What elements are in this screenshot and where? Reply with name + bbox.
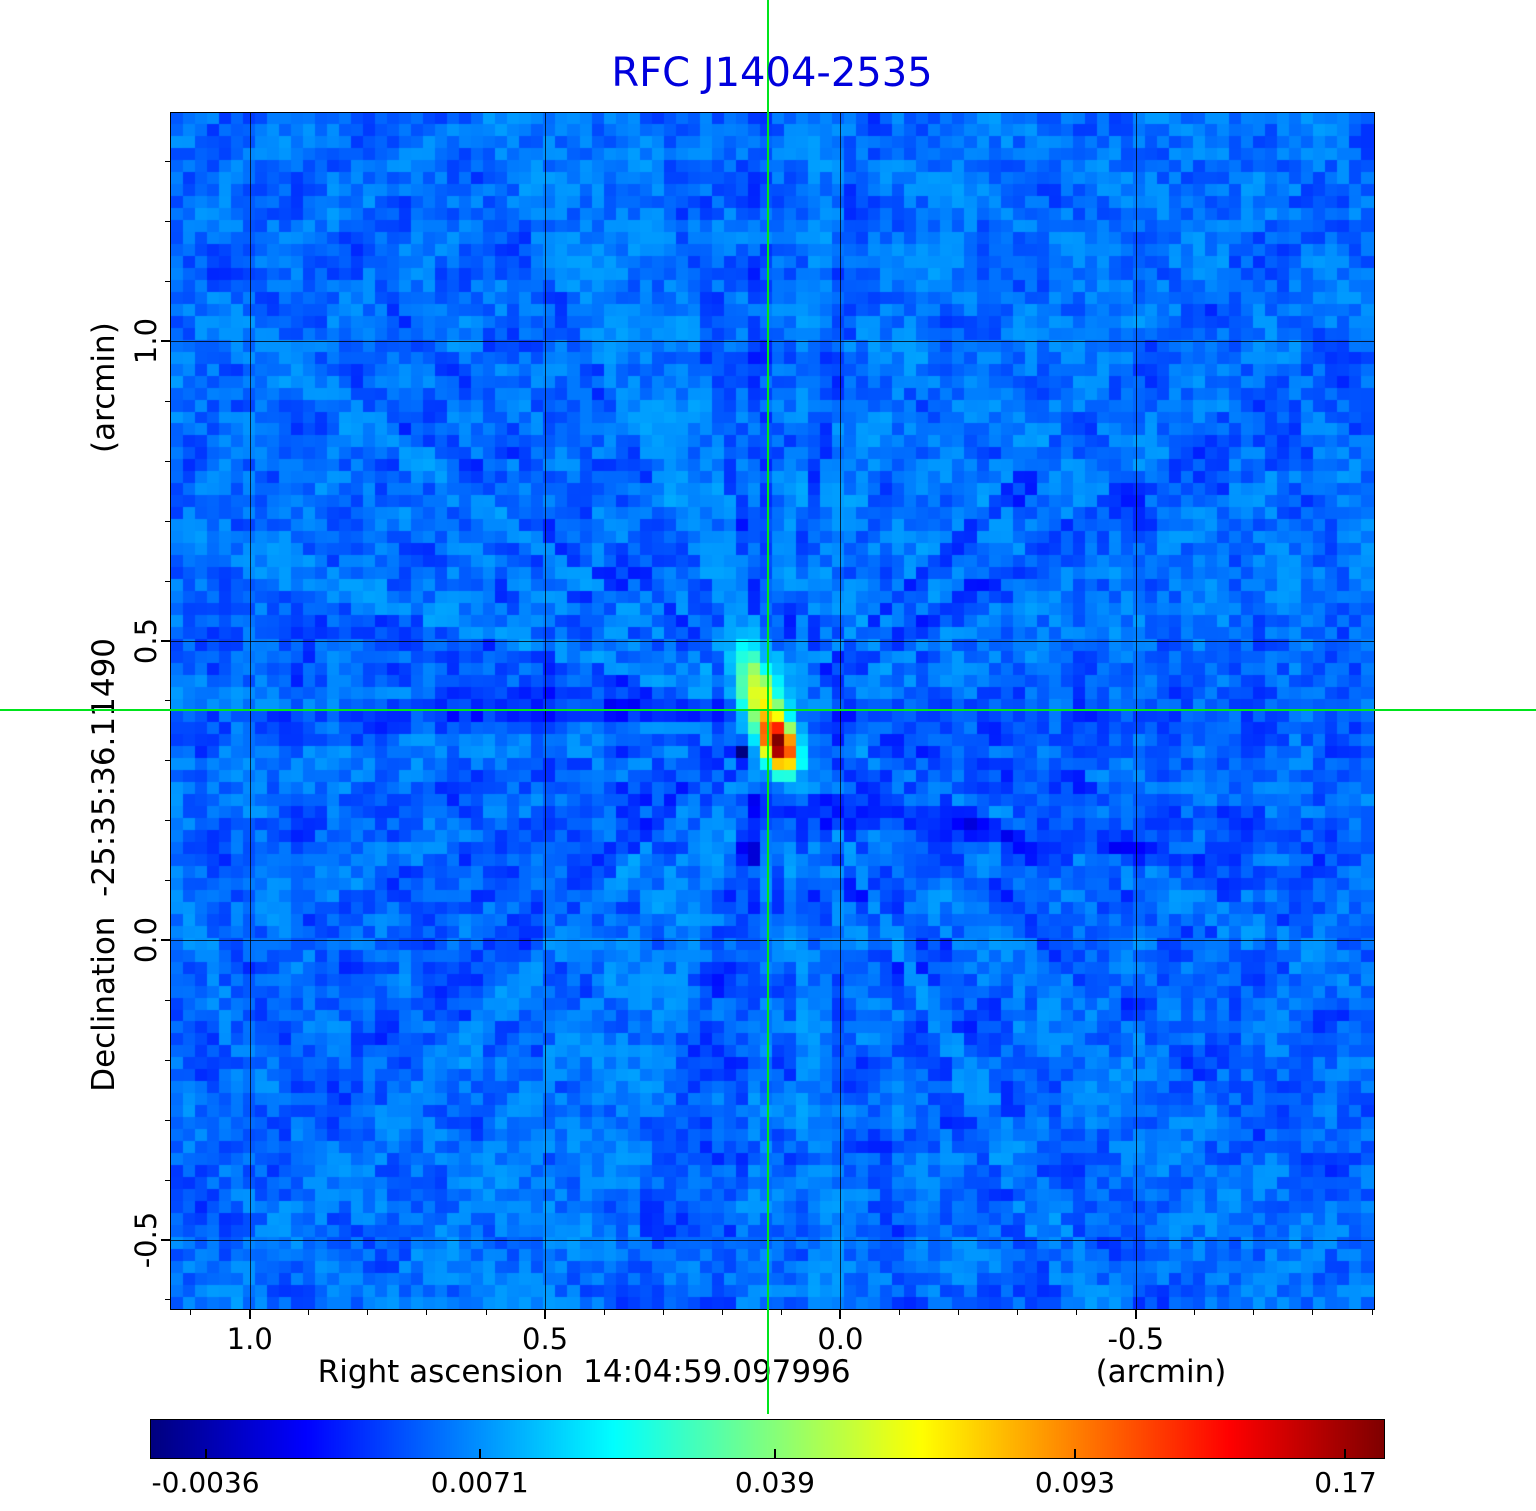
tick-mark	[190, 1310, 192, 1315]
tick-mark	[367, 1310, 369, 1315]
y-tick-label: 0.0	[129, 917, 163, 964]
tick-mark	[161, 1238, 170, 1241]
tick-mark	[1017, 1310, 1019, 1315]
grid-line-horizontal	[171, 640, 1374, 642]
tick-mark	[165, 400, 170, 402]
tick-mark	[308, 1310, 310, 1315]
tick-mark	[161, 639, 170, 642]
tick-mark	[248, 1310, 251, 1319]
colorbar-tick-mark	[479, 1449, 482, 1458]
y-tick-label: 0.5	[129, 617, 163, 664]
x-axis-label: Right ascension 14:04:59.097996 (arcmin)	[318, 1354, 1227, 1390]
tick-mark	[426, 1310, 428, 1315]
tick-mark	[898, 1310, 900, 1315]
tick-mark	[1253, 1310, 1255, 1315]
tick-mark	[165, 700, 170, 702]
tick-mark	[165, 1059, 170, 1061]
y-axis-unit-label: (arcmin)	[86, 322, 122, 453]
y-tick-label: -0.5	[129, 1211, 163, 1269]
x-tick-label: -0.5	[1107, 1322, 1165, 1356]
tick-mark	[165, 460, 170, 462]
crosshair-vertical-line	[767, 0, 770, 1414]
tick-mark	[165, 221, 170, 223]
tick-mark	[165, 760, 170, 762]
tick-mark	[1371, 1310, 1373, 1315]
plot-area	[170, 112, 1375, 1310]
x-tick-label: 0.5	[522, 1322, 569, 1356]
colorbar	[150, 1419, 1385, 1459]
grid-line-vertical	[1135, 113, 1137, 1309]
crosshair-horizontal-line	[0, 708, 1536, 711]
colorbar-tick-mark	[1343, 1449, 1346, 1458]
plot-title: RFC J1404-2535	[611, 50, 933, 96]
x-tick-label: 0.0	[817, 1322, 864, 1356]
x-axis-unit-label: (arcmin)	[1095, 1354, 1227, 1390]
tick-mark	[165, 161, 170, 163]
colorbar-tick-label: 0.093	[1034, 1466, 1116, 1499]
grid-line-vertical	[545, 113, 547, 1309]
tick-mark	[165, 520, 170, 522]
x-axis-label-text: Right ascension 14:04:59.097996	[317, 1354, 851, 1390]
tick-mark	[165, 580, 170, 582]
tick-mark	[721, 1310, 723, 1315]
tick-mark	[161, 939, 170, 942]
tick-mark	[958, 1310, 960, 1315]
colorbar-tick-label: 0.0071	[430, 1466, 529, 1499]
grid-line-vertical	[840, 113, 842, 1309]
tick-mark	[485, 1310, 487, 1315]
tick-mark	[1312, 1310, 1314, 1315]
colorbar-tick-mark	[1073, 1449, 1076, 1458]
grid-line-horizontal	[171, 940, 1374, 942]
grid-line-horizontal	[171, 341, 1374, 343]
tick-mark	[662, 1310, 664, 1315]
tick-mark	[1076, 1310, 1078, 1315]
tick-mark	[165, 1119, 170, 1121]
tick-mark	[603, 1310, 605, 1315]
tick-mark	[165, 880, 170, 882]
tick-mark	[780, 1310, 782, 1315]
tick-mark	[1134, 1310, 1137, 1319]
tick-mark	[544, 1310, 547, 1319]
x-tick-label: 1.0	[226, 1322, 273, 1356]
tick-mark	[165, 820, 170, 822]
colorbar-tick-label: -0.0036	[151, 1466, 260, 1499]
grid-line-horizontal	[171, 1239, 1374, 1241]
tick-mark	[165, 281, 170, 283]
y-axis-label: Declination -25:35:36.11490 (arcmin)	[86, 322, 122, 1092]
tick-mark	[1194, 1310, 1196, 1315]
heatmap-canvas	[171, 113, 1374, 1309]
y-tick-label: 1.0	[129, 318, 163, 365]
grid-line-vertical	[249, 113, 251, 1309]
tick-mark	[161, 340, 170, 343]
y-axis-label-text: Declination -25:35:36.11490	[86, 637, 122, 1092]
tick-mark	[165, 1299, 170, 1301]
tick-mark	[165, 999, 170, 1001]
colorbar-tick-label: 0.039	[734, 1466, 815, 1499]
tick-mark	[839, 1310, 842, 1319]
colorbar-tick-mark	[773, 1449, 776, 1458]
colorbar-canvas	[151, 1420, 1384, 1458]
colorbar-tick-mark	[205, 1449, 208, 1458]
tick-mark	[165, 1179, 170, 1181]
colorbar-tick-label: 0.17	[1314, 1466, 1377, 1499]
